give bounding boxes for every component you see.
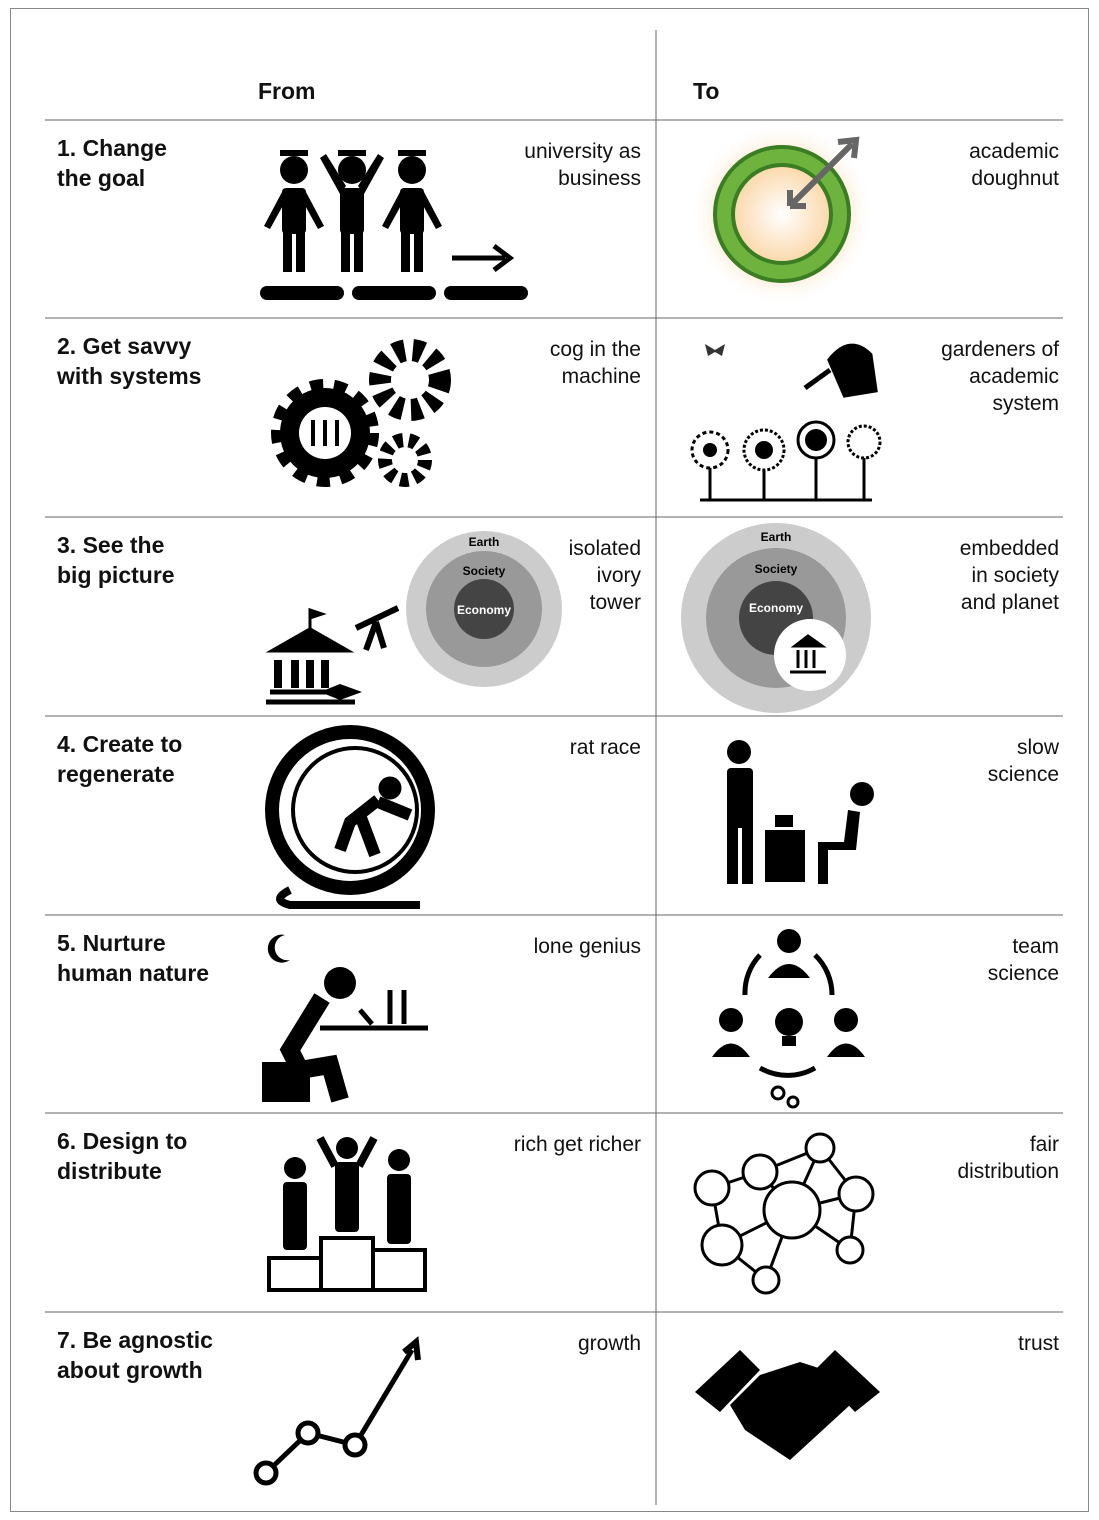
row-label: with systems [56, 363, 201, 389]
icon-embedded [681, 523, 871, 713]
to-text: trust [1018, 1332, 1059, 1355]
row-label: big picture [57, 562, 175, 588]
to-text: academic [969, 365, 1059, 388]
to-text: in society [971, 564, 1059, 587]
diagram-label: Earth [761, 530, 792, 544]
diagram-label: Earth [469, 535, 500, 549]
to-text: team [1012, 935, 1059, 958]
row-label: 3. See the [57, 532, 164, 558]
from-text: machine [562, 365, 641, 388]
row-label: 5. Nurture [57, 930, 166, 956]
diagram-label: Society [463, 564, 506, 578]
from-text: growth [578, 1332, 641, 1355]
row-dividers [45, 119, 1063, 1313]
row-label: 2. Get savvy [57, 333, 191, 359]
icon-ivory-tower [265, 531, 562, 705]
row-label: 7. Be agnostic [57, 1327, 213, 1353]
icon-gears [271, 339, 451, 487]
icon-handshake [695, 1350, 880, 1460]
icon-team [712, 929, 865, 1109]
to-text: gardeners of [941, 338, 1059, 361]
from-text: ivory [597, 564, 642, 587]
row-label: regenerate [57, 761, 175, 787]
to-text: science [988, 763, 1059, 786]
from-text: isolated [569, 537, 641, 560]
to-text: distribution [957, 1160, 1059, 1183]
diagram-label: Economy [457, 603, 511, 617]
row-label: the goal [57, 165, 145, 191]
to-text: slow [1017, 736, 1060, 759]
icon-rat-race [265, 725, 435, 909]
diagram-label: Society [755, 562, 798, 576]
icon-podium [267, 1136, 427, 1292]
frame [10, 8, 1089, 1512]
row-label: 1. Change [57, 135, 167, 161]
row-label: distribute [57, 1158, 162, 1184]
to-text: and planet [961, 591, 1059, 614]
to-text: embedded [960, 537, 1059, 560]
diagram-label: Economy [749, 601, 803, 615]
row-label: 4. Create to [57, 731, 182, 757]
to-text: fair [1030, 1133, 1059, 1156]
icon-garden [690, 343, 882, 502]
icon-slow-science [727, 740, 874, 884]
from-text: business [558, 167, 641, 190]
from-text: rich get richer [514, 1133, 641, 1156]
to-text: doughnut [971, 167, 1059, 190]
from-text: cog in the [550, 338, 641, 361]
from-text: tower [590, 591, 641, 614]
row-label: human nature [57, 960, 209, 986]
icon-growth [253, 1336, 421, 1486]
to-text: academic [969, 140, 1059, 163]
icon-university-business [260, 150, 528, 300]
icon-lone-genius [262, 934, 428, 1103]
icon-doughnut [690, 122, 874, 306]
icon-network [693, 1132, 875, 1295]
row-label: 6. Design to [57, 1128, 187, 1154]
header-to: To [693, 78, 719, 104]
to-text: science [988, 962, 1059, 985]
from-text: university as [524, 140, 641, 163]
from-text: rat race [570, 736, 641, 759]
from-text: lone genius [534, 935, 641, 958]
header-from: From [258, 78, 316, 104]
to-text: system [992, 392, 1059, 415]
row-label: about growth [57, 1357, 203, 1383]
